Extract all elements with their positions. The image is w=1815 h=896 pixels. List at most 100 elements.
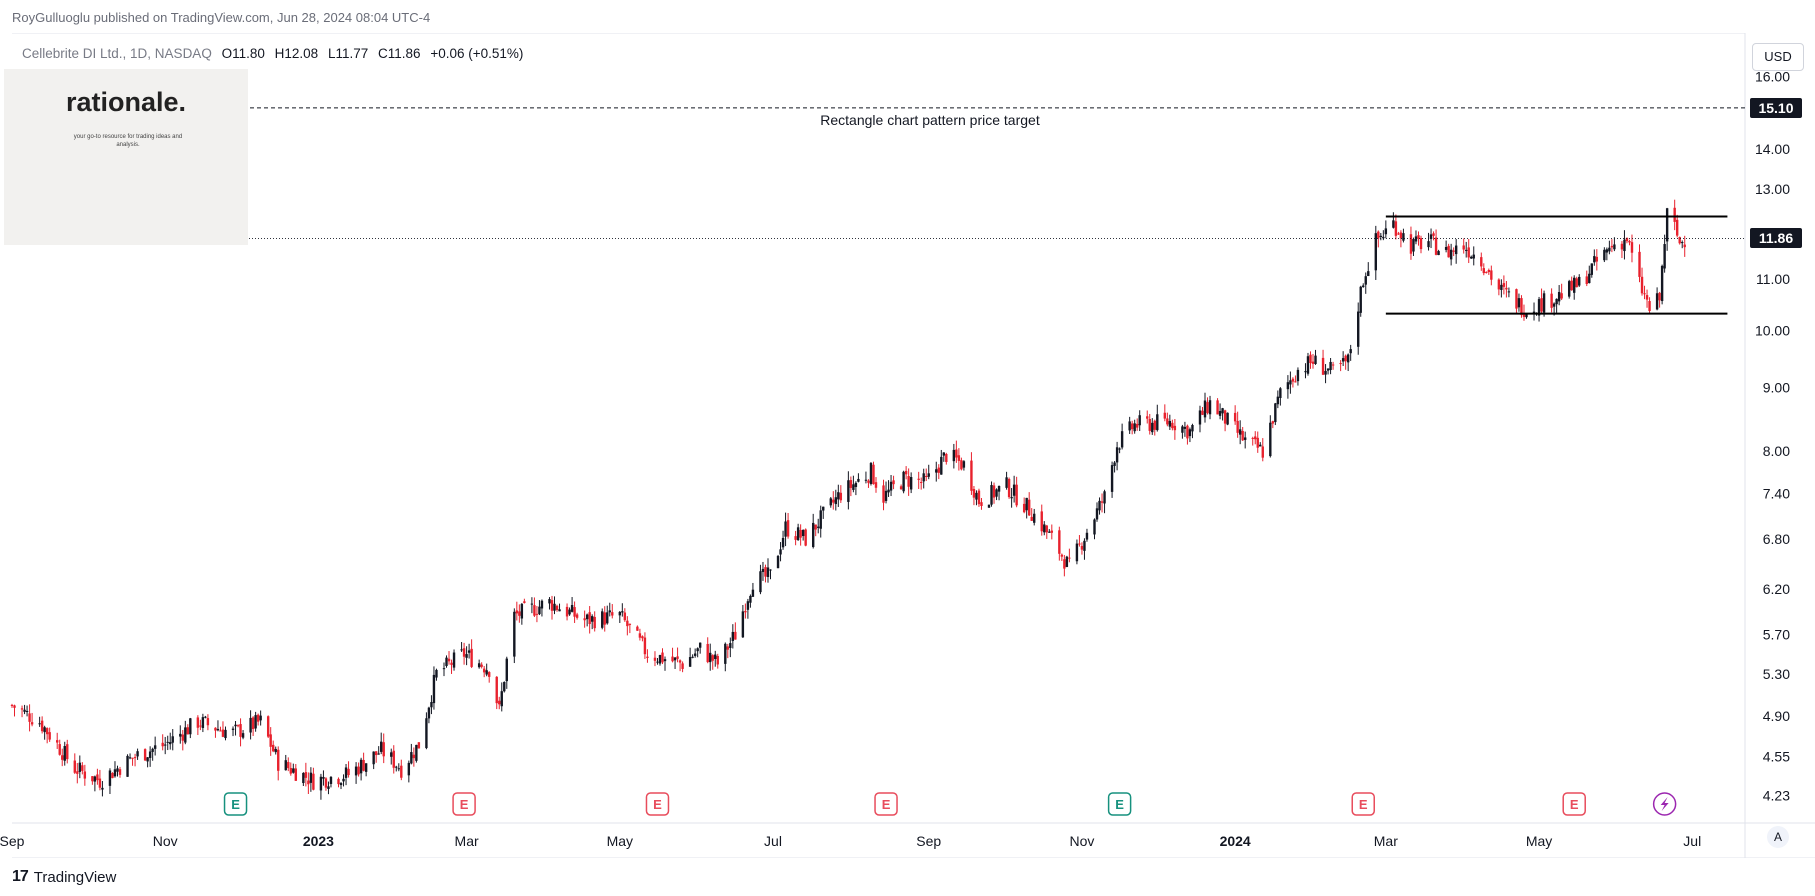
x-tick-label: Nov xyxy=(153,833,178,849)
candle-body xyxy=(485,670,488,675)
candle-body xyxy=(319,776,323,791)
candle-body xyxy=(1681,242,1684,244)
low-value: 11.77 xyxy=(335,46,369,61)
candle-body xyxy=(568,609,571,615)
event-earnings-marker[interactable] xyxy=(452,792,476,816)
candle-body xyxy=(1256,437,1259,448)
chart-area[interactable]: 16.00 14.00 13.00 11.00 10.00 9.00 8.00 7.40 6.8… xyxy=(0,33,1815,858)
candle-body xyxy=(570,604,574,612)
candle-body xyxy=(1397,233,1400,235)
candle-body xyxy=(764,567,767,577)
candle-body xyxy=(1238,429,1242,435)
candle-body xyxy=(28,713,31,722)
candle-body xyxy=(744,610,747,613)
candle-body xyxy=(196,717,200,728)
candle-body xyxy=(206,718,210,726)
candle-body xyxy=(1382,236,1385,239)
candle-body xyxy=(1120,431,1124,448)
candle-body xyxy=(377,753,380,755)
candle-body xyxy=(1085,532,1089,540)
x-tick-label: Nov xyxy=(1069,833,1094,849)
event-earnings-marker[interactable] xyxy=(1562,792,1586,816)
candle-body xyxy=(1570,280,1573,291)
candle-body xyxy=(1643,293,1646,295)
candle-body xyxy=(342,778,345,782)
candle-body xyxy=(1364,276,1367,285)
candle-body xyxy=(709,652,712,663)
symbol-label[interactable]: Cellebrite DI Ltd., 1D, NASDAQ xyxy=(22,46,212,61)
candle-body xyxy=(1153,420,1156,430)
event-dividend-marker[interactable] xyxy=(223,792,248,816)
candle-body xyxy=(1294,381,1297,383)
candle-body xyxy=(289,767,292,774)
candle-body xyxy=(553,603,556,611)
candle-body xyxy=(588,612,591,625)
candle-body xyxy=(1412,239,1415,252)
candle-body xyxy=(1326,368,1330,371)
candle-body xyxy=(445,657,448,667)
candle-body xyxy=(78,762,82,772)
candle-body xyxy=(417,742,421,749)
candle-body xyxy=(857,478,860,482)
candle-body xyxy=(169,742,172,745)
candle-body xyxy=(380,741,383,752)
candle-body xyxy=(1027,499,1031,516)
candle-body xyxy=(23,709,26,712)
candle-body xyxy=(462,648,466,657)
candle-body xyxy=(354,766,358,776)
candle-body xyxy=(1118,448,1121,450)
candle-body xyxy=(412,754,416,759)
candle-body xyxy=(1012,484,1016,496)
candle-body xyxy=(1183,426,1187,429)
candle-body xyxy=(1269,422,1272,457)
candle-body xyxy=(656,661,659,663)
x-tick-label: Jul xyxy=(764,833,782,849)
candle-body xyxy=(653,657,657,661)
publisher-line: RoyGulluoglu published on TradingView.co… xyxy=(12,10,431,25)
price-chart[interactable]: 16.00 14.00 13.00 11.00 10.00 9.00 8.00 7.40 6.8… xyxy=(0,33,1815,858)
candle-body xyxy=(940,456,943,475)
candle-body xyxy=(395,766,398,768)
x-tick-label: 2024 xyxy=(1220,833,1251,849)
candle-body xyxy=(776,555,780,569)
candle-body xyxy=(128,757,132,759)
event-earnings-marker[interactable] xyxy=(645,792,670,816)
candle-body xyxy=(1630,242,1634,253)
candle-body xyxy=(1274,403,1277,423)
candle-body xyxy=(272,744,275,752)
y-tick-label: 5.30 xyxy=(1763,666,1790,682)
event-earnings-marker[interactable] xyxy=(1351,792,1375,816)
candle-body xyxy=(1110,465,1114,492)
candle-body xyxy=(151,748,154,752)
candle-body xyxy=(146,757,149,762)
candle-body xyxy=(829,498,832,506)
auto-scale-button[interactable]: A xyxy=(1767,826,1789,848)
y-tick-label: 10.00 xyxy=(1755,323,1790,339)
candle-body xyxy=(1236,420,1239,433)
candle-body xyxy=(575,614,579,618)
candle-body xyxy=(678,660,682,663)
candle-body xyxy=(1007,478,1011,498)
candle-body xyxy=(1452,250,1455,252)
candle-body xyxy=(1233,412,1237,422)
candle-body xyxy=(1628,240,1631,243)
candle-body xyxy=(1482,268,1485,274)
event-earnings-marker[interactable] xyxy=(874,792,898,816)
candle-body xyxy=(811,522,815,548)
candle-body xyxy=(1083,540,1086,551)
candle-body xyxy=(269,734,272,747)
candle-body xyxy=(407,762,411,776)
event-dividend-marker[interactable] xyxy=(1107,792,1132,816)
candle-body xyxy=(1344,355,1347,362)
candle-body xyxy=(794,536,797,540)
candle-body xyxy=(96,774,99,781)
candle-body xyxy=(608,610,611,613)
candle-body xyxy=(847,480,850,502)
candle-body xyxy=(1058,530,1061,554)
candle-body xyxy=(1417,235,1420,239)
currency-button[interactable]: USD xyxy=(1752,43,1804,71)
candle-body xyxy=(1010,497,1013,499)
candle-body xyxy=(1427,241,1430,248)
candle-body xyxy=(410,752,413,764)
candle-body xyxy=(73,760,76,773)
